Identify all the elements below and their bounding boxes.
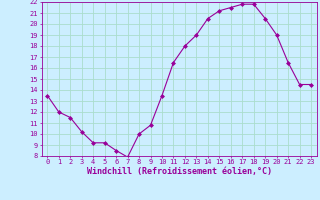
- X-axis label: Windchill (Refroidissement éolien,°C): Windchill (Refroidissement éolien,°C): [87, 167, 272, 176]
